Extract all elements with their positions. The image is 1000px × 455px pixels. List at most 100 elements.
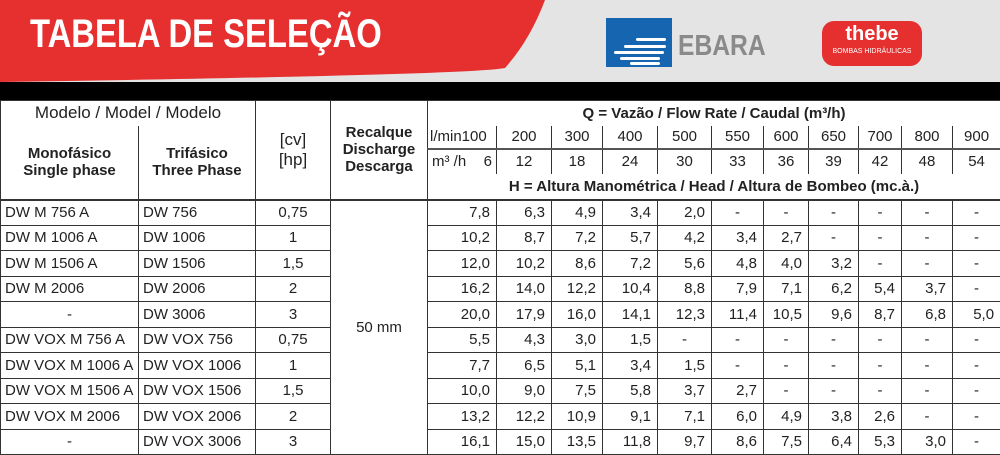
head-value: 2,7 [763, 224, 809, 251]
head-value: 3,2 [808, 250, 859, 277]
head-value: 4,9 [551, 199, 603, 226]
head-value: - [951, 250, 1000, 277]
table-row: DW M 1006 A DW 1006 1 10,2 8,7 7,2 5,7 4,2 3,4 2,… [0, 224, 1000, 251]
page-title: TABELA DE SELEÇÃO [30, 12, 382, 56]
head-value: 7,7 [427, 352, 497, 379]
head-value: 5,0 [951, 301, 1000, 328]
mono-model: DW M 1006 A [0, 224, 139, 251]
flow-m3h-24: 24 [602, 148, 658, 174]
head-value: 8,6 [711, 428, 764, 455]
head-value: - [901, 326, 953, 353]
head-value: - [901, 224, 953, 251]
power-cv: 3 [255, 301, 331, 328]
flow-m3h-33: 33 [711, 148, 764, 174]
flow-m3h-54: 54 [951, 148, 1000, 174]
head-value: - [951, 199, 1000, 226]
head-value: - [901, 250, 953, 277]
head-value: - [901, 352, 953, 379]
head-value: - [951, 377, 1000, 404]
head-value: 4,9 [763, 403, 809, 430]
head-value: 7,9 [711, 275, 764, 302]
mono-model: - [0, 301, 139, 328]
head-value: - [951, 403, 1000, 430]
head-value: 10,0 [427, 377, 497, 404]
head-value: 12,2 [551, 275, 603, 302]
flow-lmin-500: 500 [657, 125, 712, 150]
ebara-logo-icon [606, 18, 672, 67]
tri-model: DW 3006 [138, 301, 256, 328]
head-value: - [951, 428, 1000, 455]
power-cv: 3 [255, 428, 331, 455]
head-value: 9,7 [657, 428, 712, 455]
tri-model: DW 1506 [138, 250, 256, 277]
flow-m3h-6: m³ /h 6 [427, 148, 497, 174]
head-value: - [808, 199, 859, 226]
power-cv: 0,75 [255, 326, 331, 353]
head-value: - [711, 352, 764, 379]
head-value: 8,7 [496, 224, 552, 251]
flow-lmin-600: 600 [763, 125, 809, 150]
head-value: 16,2 [427, 275, 497, 302]
table-row: DW M 756 A DW 756 0,75 50 mm 7,8 6,3 4,9 3,4 2,0… [0, 199, 1000, 455]
tri-model: DW VOX 3006 [138, 428, 256, 455]
head-value: 6,4 [808, 428, 859, 455]
tri-model: DW 2006 [138, 275, 256, 302]
tri-model: DW 756 [138, 199, 256, 226]
discharge-value: 50 mm [330, 199, 428, 455]
ebara-logo-text: EBARA [678, 30, 766, 62]
mono-model: DW M 2006 [0, 275, 139, 302]
head-value: 1,5 [657, 352, 712, 379]
head-value: - [711, 199, 764, 226]
head-value: 2,0 [657, 199, 712, 226]
head-value: 15,0 [496, 428, 552, 455]
head-value: 4,8 [711, 250, 764, 277]
flow-lmin-300: 300 [551, 125, 603, 150]
tri-model: DW VOX 756 [138, 326, 256, 353]
table-row: - DW VOX 3006 3 16,1 15,0 13,5 11,8 9,7 8,6 7,5 6,… [0, 428, 1000, 455]
flow-lmin-700: 700 [858, 125, 902, 150]
head-value: 6,3 [496, 199, 552, 226]
head-value: - [858, 352, 902, 379]
head-value: 4,3 [496, 326, 552, 353]
head-value: 5,6 [657, 250, 712, 277]
head-value: 3,7 [657, 377, 712, 404]
head-value: 9,0 [496, 377, 552, 404]
head-value: 16,1 [427, 428, 497, 455]
head-value: 9,1 [602, 403, 658, 430]
table-row: DW M 2006 DW 2006 2 16,2 14,0 12,2 10,4 8,8 7,9 7… [0, 275, 1000, 302]
table-row: DW VOX M 1506 A DW VOX 1506 1,5 10,0 9,0 7,5 5… [0, 377, 1000, 404]
head-value: - [901, 403, 953, 430]
head-value: 12,0 [427, 250, 497, 277]
head-value: 3,8 [808, 403, 859, 430]
tri-model: DW VOX 2006 [138, 403, 256, 430]
table-row: DW M 1506 A DW 1506 1,5 12,0 10,2 8,6 7,2 5,6 4,… [0, 250, 1000, 277]
flow-m3h-42: 42 [858, 148, 902, 174]
discharge-header: Recalque Discharge Descarga [330, 100, 428, 201]
power-header: [cv] [hp] [255, 100, 331, 201]
head-value: - [951, 326, 1000, 353]
head-value: 11,4 [711, 301, 764, 328]
head-value: - [951, 352, 1000, 379]
head-value: - [763, 377, 809, 404]
head-value: 12,2 [496, 403, 552, 430]
head-value: 7,1 [657, 403, 712, 430]
head-value: - [657, 326, 712, 353]
head-value: 20,0 [427, 301, 497, 328]
mono-model: DW VOX M 1006 A [0, 352, 139, 379]
head-value: 14,0 [496, 275, 552, 302]
head-value: - [858, 199, 902, 226]
flow-title: Q = Vazão / Flow Rate / Caudal (m³/h) [426, 100, 1000, 126]
flow-m3h-30: 30 [657, 148, 712, 174]
head-value: 4,2 [657, 224, 712, 251]
head-value: 1,5 [602, 326, 658, 353]
model-header: Modelo / Model / Modelo [0, 100, 256, 126]
flow-m3h-48: 48 [901, 148, 953, 174]
table-row: DW VOX M 756 A DW VOX 756 0,75 5,5 4,3 3,0 1,5… [0, 326, 1000, 353]
head-value: - [858, 250, 902, 277]
head-value: 8,8 [657, 275, 712, 302]
head-value: 5,8 [602, 377, 658, 404]
flow-lmin-900: 900 [951, 125, 1000, 150]
head-value: 13,5 [551, 428, 603, 455]
power-cv: 2 [255, 403, 331, 430]
power-cv: 1,5 [255, 377, 331, 404]
